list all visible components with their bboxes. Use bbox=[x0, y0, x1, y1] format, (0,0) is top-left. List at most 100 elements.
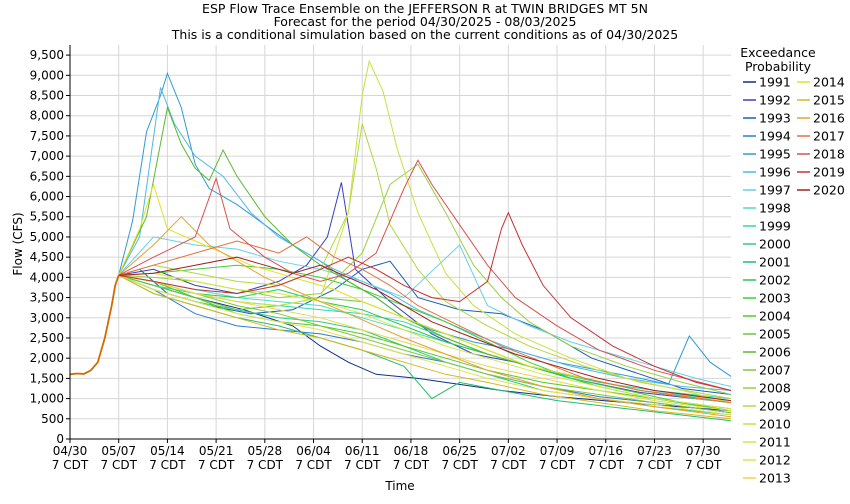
legend: Exceedance Probability 19911992199319941… bbox=[740, 45, 845, 486]
series-line-2020 bbox=[118, 256, 732, 402]
x-tick-date: 06/11 bbox=[345, 444, 380, 458]
legend-label: 2018 bbox=[813, 147, 845, 162]
series-line-1997 bbox=[118, 236, 732, 387]
legend-label: 2015 bbox=[813, 93, 845, 108]
y-tick-label: 500 bbox=[41, 412, 64, 426]
legend-item-2009: 2009 bbox=[743, 399, 791, 414]
x-tick-tz: 7 CDT bbox=[101, 458, 138, 472]
x-tick-tz: 7 CDT bbox=[636, 458, 673, 472]
legend-item-1993: 1993 bbox=[743, 111, 791, 126]
legend-label: 2002 bbox=[759, 273, 791, 288]
y-tick-label: 2,000 bbox=[30, 351, 64, 365]
legend-label: 2007 bbox=[759, 363, 791, 378]
legend-item-2001: 2001 bbox=[743, 255, 791, 270]
y-tick-label: 5,000 bbox=[30, 230, 64, 244]
y-tick-label: 8,000 bbox=[30, 109, 64, 123]
legend-label: 1997 bbox=[759, 183, 791, 198]
legend-label: 1999 bbox=[759, 219, 791, 234]
legend-item-2020: 2020 bbox=[797, 183, 845, 198]
legend-item-1998: 1998 bbox=[743, 201, 791, 216]
series-line-2017 bbox=[118, 236, 732, 404]
y-tick-labels: 0 500 1,000 1,500 2,000 2,500 3,000 3,500 4,000 4… bbox=[30, 48, 64, 446]
legend-item-2016: 2016 bbox=[797, 111, 845, 126]
y-tick-label: 7,500 bbox=[30, 129, 64, 143]
legend-item-2018: 2018 bbox=[797, 147, 845, 162]
legend-item-2008: 2008 bbox=[743, 381, 791, 396]
legend-label: 2006 bbox=[759, 345, 791, 360]
series-line-2019 bbox=[118, 211, 732, 391]
x-tick-tz: 7 CDT bbox=[295, 458, 332, 472]
x-tick-date: 06/04 bbox=[296, 444, 331, 458]
legend-item-2012: 2012 bbox=[743, 453, 791, 468]
legend-label: 1991 bbox=[759, 75, 791, 90]
y-axis-title: Flow (CFS) bbox=[11, 212, 25, 275]
legend-label: 2011 bbox=[759, 435, 791, 450]
legend-item-1992: 1992 bbox=[743, 93, 791, 108]
legend-label: 2001 bbox=[759, 255, 791, 270]
series-line-2004 bbox=[118, 274, 732, 410]
legend-item-2017: 2017 bbox=[797, 129, 845, 144]
legend-item-2010: 2010 bbox=[743, 417, 791, 432]
legend-item-2019: 2019 bbox=[797, 165, 845, 180]
x-tick-tz: 7 CDT bbox=[198, 458, 235, 472]
y-tick-label: 4,000 bbox=[30, 270, 64, 284]
x-tick-date: 04/30 bbox=[53, 444, 88, 458]
series-line-2012 bbox=[118, 274, 732, 416]
x-tick-tz: 7 CDT bbox=[588, 458, 625, 472]
legend-item-2003: 2003 bbox=[743, 291, 791, 306]
x-tick-tz: 7 CDT bbox=[441, 458, 478, 472]
legend-item-1997: 1997 bbox=[743, 183, 791, 198]
series-line-2016 bbox=[118, 215, 732, 418]
x-tick-date: 05/14 bbox=[150, 444, 185, 458]
series-line-2018 bbox=[118, 159, 732, 391]
legend-label: 2004 bbox=[759, 309, 791, 324]
legend-item-2006: 2006 bbox=[743, 345, 791, 360]
x-tick-date: 07/09 bbox=[540, 444, 575, 458]
legend-label: 2000 bbox=[759, 237, 791, 252]
legend-label: 2014 bbox=[813, 75, 845, 90]
legend-label: 2020 bbox=[813, 183, 845, 198]
legend-label: 1993 bbox=[759, 111, 791, 126]
legend-item-2014: 2014 bbox=[797, 75, 845, 90]
series-line-1996 bbox=[118, 87, 732, 391]
x-tick-date: 06/25 bbox=[442, 444, 477, 458]
x-tick-date: 06/18 bbox=[394, 444, 429, 458]
legend-label: 1995 bbox=[759, 147, 791, 162]
legend-items: 1991 1992 1993 1994 1995 1996 1997 1998 1999 2000… bbox=[743, 75, 845, 486]
legend-item-1994: 1994 bbox=[743, 129, 791, 144]
y-tick-label: 8,500 bbox=[30, 89, 64, 103]
series-line-2002 bbox=[118, 274, 732, 412]
series-lines bbox=[69, 59, 732, 422]
legend-item-2013: 2013 bbox=[743, 471, 791, 486]
x-tick-tz: 7 CDT bbox=[393, 458, 430, 472]
x-tick-date: 07/02 bbox=[491, 444, 526, 458]
legend-item-2015: 2015 bbox=[797, 93, 845, 108]
y-tick-label: 5,500 bbox=[30, 210, 64, 224]
y-tick-label: 0 bbox=[56, 432, 64, 446]
x-tick-tz: 7 CDT bbox=[685, 458, 722, 472]
legend-label: 2005 bbox=[759, 327, 791, 342]
y-tick-label: 2,500 bbox=[30, 331, 64, 345]
x-tick-date: 05/07 bbox=[101, 444, 136, 458]
series-line-2009 bbox=[118, 123, 732, 400]
legend-label: 2017 bbox=[813, 129, 845, 144]
legend-item-2000: 2000 bbox=[743, 237, 791, 252]
y-tick-label: 1,500 bbox=[30, 371, 64, 385]
x-tick-date: 05/28 bbox=[248, 444, 283, 458]
legend-item-1999: 1999 bbox=[743, 219, 791, 234]
legend-item-1996: 1996 bbox=[743, 165, 791, 180]
chart-subtitle-conditions: This is a conditional simulation based o… bbox=[171, 27, 678, 42]
legend-item-1995: 1995 bbox=[743, 147, 791, 162]
x-tick-tz: 7 CDT bbox=[52, 458, 89, 472]
legend-label: 2008 bbox=[759, 381, 791, 396]
legend-label: 2013 bbox=[759, 471, 791, 486]
legend-label: 2016 bbox=[813, 111, 845, 126]
x-tick-date: 05/21 bbox=[199, 444, 234, 458]
legend-label: 1996 bbox=[759, 165, 791, 180]
y-tick-label: 9,000 bbox=[30, 68, 64, 82]
series-line-2014 bbox=[118, 182, 732, 404]
x-tick-tz: 7 CDT bbox=[490, 458, 527, 472]
y-tick-label: 9,500 bbox=[30, 48, 64, 62]
x-tick-tz: 7 CDT bbox=[247, 458, 284, 472]
